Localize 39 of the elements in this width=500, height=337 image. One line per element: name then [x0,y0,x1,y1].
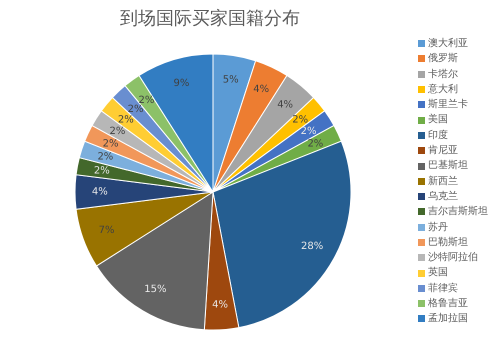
legend-label: 沙特阿拉伯 [428,250,478,266]
data-label: 2% [102,138,119,150]
data-label: 2% [97,152,114,163]
legend-label: 美国 [428,112,448,128]
legend-label: 巴勒斯坦 [428,236,468,250]
data-label: 28% [301,241,324,252]
data-label: 4% [212,299,228,310]
legend-label: 俄罗斯 [428,52,458,66]
data-label: 2% [110,126,126,137]
legend-label: 澳大利亚 [428,36,468,51]
legend-label: 苏丹 [428,220,448,235]
data-label: 2% [292,114,308,126]
legend-label: 印度 [428,128,448,143]
legend-label: 新西兰 [428,174,458,189]
data-label: 7% [98,224,114,236]
data-label: 4% [277,99,294,110]
chart-title: 到场国际买家国籍分布 [119,7,301,30]
legend-label: 英国 [428,266,448,280]
legend-label: 斯里兰卡 [428,98,468,112]
data-label: 2% [307,138,324,150]
data-label: 2% [94,165,110,176]
legend-label: 吉尔吉斯斯坦 [428,204,488,220]
legend-label: 乌克兰 [428,190,458,204]
data-label: 2% [300,126,316,137]
data-label: 15% [144,284,167,295]
data-label: 2% [138,94,154,106]
legend-label: 菲律宾 [428,282,458,296]
data-label: 5% [222,74,239,86]
data-label: 2% [118,114,134,126]
data-label: 2% [128,104,144,116]
legend-label: 孟加拉国 [428,312,468,326]
data-label: 9% [173,78,190,89]
data-label: 4% [92,186,108,198]
legend-label: 格鲁吉亚 [428,296,468,312]
data-label: 4% [253,84,270,96]
legend-label: 巴基斯坦 [428,158,468,174]
legend-label: 意大利 [428,82,458,97]
legend-label: 卡塔尔 [428,68,458,82]
legend-label: 肯尼亚 [428,144,458,158]
